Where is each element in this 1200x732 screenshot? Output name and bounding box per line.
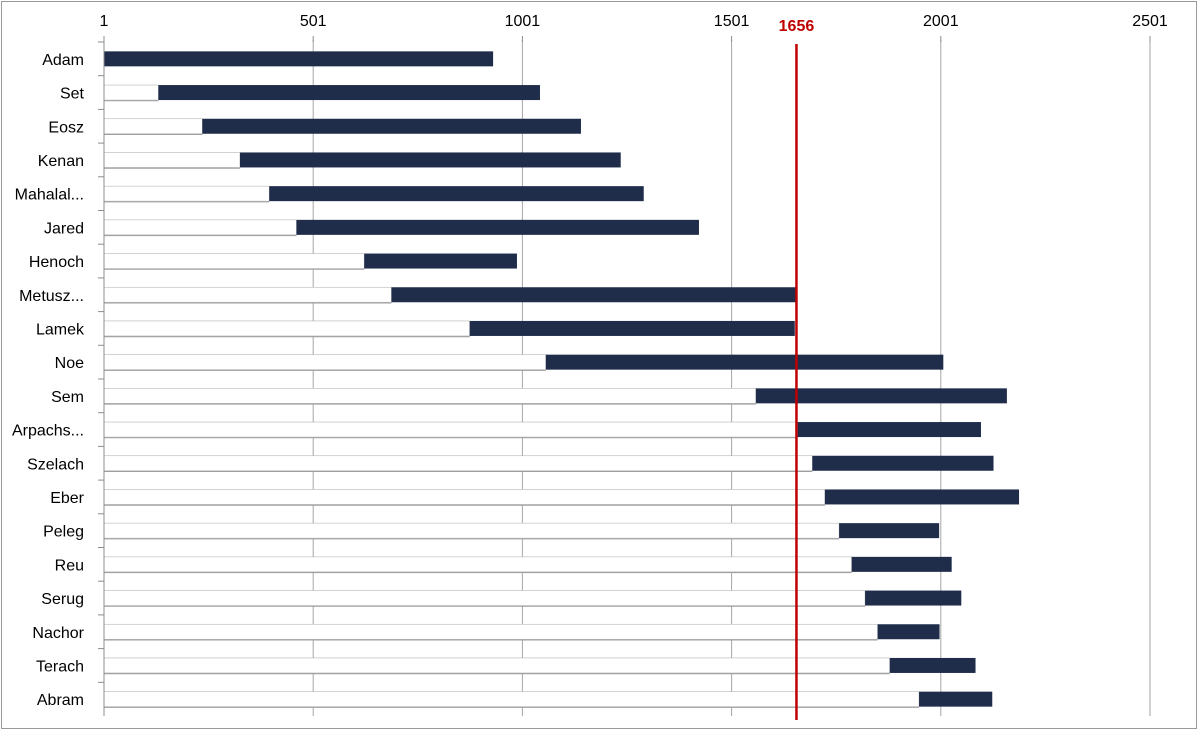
- bar-offset-12: [103, 455, 813, 472]
- bar-lifespan-2: [202, 118, 581, 134]
- bar-lifespan-0: [104, 51, 494, 67]
- tick-label-x-1501: 1501: [714, 13, 750, 30]
- bar-offset-5: [103, 219, 297, 236]
- category-label-10: Sem: [51, 389, 84, 406]
- bar-offset-6: [103, 253, 365, 269]
- bar-lifespan-18: [889, 657, 976, 673]
- bar-lifespan-12: [812, 455, 994, 471]
- category-label-1: Set: [60, 86, 85, 103]
- category-label-3: Kenan: [38, 153, 84, 170]
- category-label-17: Nachor: [32, 625, 84, 642]
- category-label-13: Eber: [50, 490, 84, 507]
- bar-offset-3: [103, 152, 241, 168]
- bar-lifespan-11: [797, 422, 981, 438]
- category-label-19: Abram: [37, 692, 84, 709]
- bar-offset-8: [103, 320, 470, 337]
- category-label-0: Adam: [42, 52, 84, 69]
- category-label-18: Terach: [36, 658, 84, 675]
- category-label-15: Reu: [55, 557, 84, 574]
- bar-lifespan-6: [364, 253, 517, 269]
- bar-offset-9: [103, 354, 547, 370]
- category-label-5: Jared: [44, 220, 84, 237]
- reference-line-label: 1656: [779, 18, 815, 35]
- bar-offset-15: [103, 556, 852, 573]
- bar-offset-16: [103, 590, 866, 606]
- bar-lifespan-17: [877, 624, 940, 640]
- tick-label-x-501: 501: [300, 13, 327, 30]
- category-label-2: Eosz: [48, 119, 84, 136]
- bar-lifespan-19: [919, 691, 993, 707]
- bar-lifespan-4: [269, 186, 644, 202]
- bar-offset-4: [103, 185, 270, 202]
- category-label-14: Peleg: [43, 524, 84, 541]
- category-label-12: Szelach: [27, 456, 84, 473]
- bar-lifespan-8: [469, 320, 795, 336]
- bar-offset-1: [103, 84, 159, 101]
- bar-lifespan-10: [755, 388, 1007, 404]
- category-label-4: Mahalal...: [15, 187, 84, 204]
- category-label-7: Metusz...: [19, 288, 84, 305]
- bar-offset-14: [103, 522, 840, 539]
- bar-lifespan-3: [239, 152, 621, 168]
- bar-lifespan-13: [824, 489, 1020, 505]
- tick-label-x-1001: 1001: [505, 13, 541, 30]
- tick-label-x-1: 1: [100, 13, 109, 30]
- bar-offset-10: [103, 388, 757, 404]
- bar-lifespan-14: [839, 523, 940, 539]
- bar-lifespan-15: [851, 556, 952, 572]
- bar-lifespan-7: [391, 287, 797, 303]
- tick-label-x-2501: 2501: [1132, 13, 1168, 30]
- bar-lifespan-5: [296, 219, 699, 235]
- bar-lifespan-1: [158, 85, 540, 101]
- category-label-8: Lamek: [36, 321, 85, 338]
- bar-lifespan-16: [865, 590, 962, 606]
- bar-offset-11: [103, 421, 799, 438]
- category-label-16: Serug: [41, 591, 84, 608]
- bar-offset-17: [103, 623, 878, 640]
- tick-label-x-2001: 2001: [923, 13, 959, 30]
- category-label-11: Arpachs...: [12, 423, 84, 440]
- bar-lifespan-9: [545, 354, 944, 370]
- category-label-9: Noe: [55, 355, 84, 372]
- category-label-6: Henoch: [29, 254, 84, 271]
- bar-offset-2: [103, 118, 203, 135]
- bar-offset-7: [103, 286, 392, 303]
- bar-offset-13: [103, 489, 826, 505]
- bar-offset-18: [103, 657, 891, 674]
